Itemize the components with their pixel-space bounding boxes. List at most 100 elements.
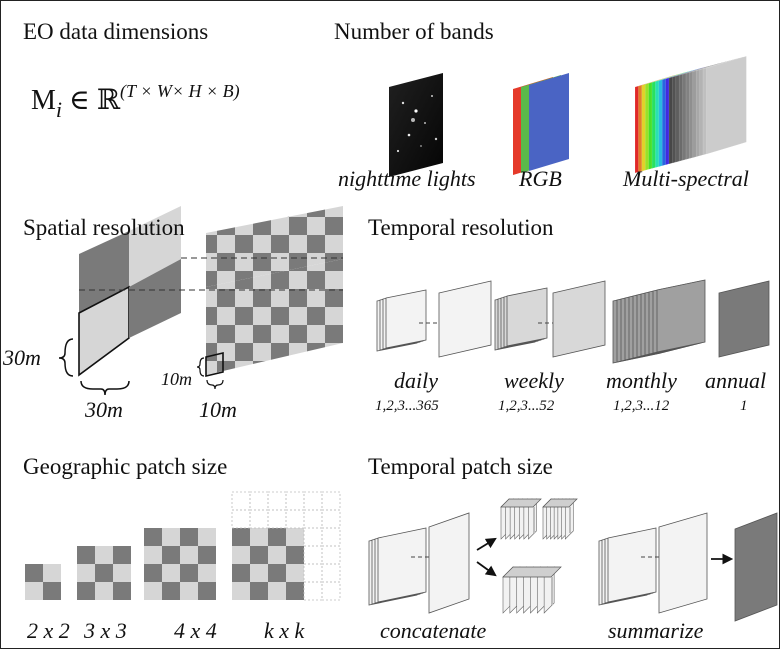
patch-cell	[113, 582, 131, 600]
patch-cell	[180, 564, 198, 582]
patch-cell	[162, 528, 180, 546]
patch-cell	[162, 564, 180, 582]
patch-cell	[144, 546, 162, 564]
patch-cell	[232, 582, 250, 600]
temporal-range-monthly: 1,2,3...12	[613, 398, 670, 414]
patch-cell	[268, 564, 286, 582]
temporal-range-annual: 1	[740, 398, 748, 414]
bands-title: Number of bands	[334, 19, 494, 44]
patch-cell-extent	[249, 509, 269, 529]
patch-cell	[198, 582, 216, 600]
patch-cell	[77, 564, 95, 582]
patch-cell-extent	[321, 545, 341, 565]
patch-cell-extent	[267, 491, 287, 511]
fine-side-label: 10m	[161, 369, 192, 389]
coarse-grid-clean	[77, 201, 187, 391]
patch-cell	[77, 546, 95, 564]
temporal-label-weekly: weekly	[504, 368, 564, 393]
patch-cell	[95, 582, 113, 600]
patch-cell	[250, 582, 268, 600]
patch-cell-extent	[303, 491, 323, 511]
patch-cell	[286, 528, 304, 546]
patch-cell	[198, 546, 216, 564]
patch-cell	[144, 564, 162, 582]
patch-cell	[162, 546, 180, 564]
patch-cell	[198, 528, 216, 546]
formula-reals: ℝ	[96, 85, 121, 116]
fine-side-brace	[196, 357, 205, 377]
spectral-band	[706, 55, 747, 155]
geo-patch-label-4: 4 x 4	[174, 618, 217, 643]
concat-arrow-up	[476, 537, 497, 551]
patch-cell	[250, 528, 268, 546]
patch-cell	[232, 546, 250, 564]
patch-cell	[198, 564, 216, 582]
temporal-patch-label-summarize: summarize	[608, 618, 704, 643]
patch-cell	[232, 528, 250, 546]
patch-cell-extent	[231, 509, 251, 529]
time-sheet	[607, 527, 657, 603]
patch-cell	[180, 528, 198, 546]
temporal-patch-graphics	[368, 498, 778, 622]
patch-cell-extent	[321, 491, 341, 511]
band-label-rgb: RGB	[519, 166, 562, 191]
geo-patch-label-2: 2 x 2	[27, 618, 70, 643]
patch-cell	[95, 564, 113, 582]
patch-cell	[232, 564, 250, 582]
time-sheet	[377, 527, 427, 603]
time-sheet	[718, 280, 770, 358]
band-label-multispectral: Multi-spectral	[623, 166, 749, 191]
rgb-bands	[513, 73, 569, 175]
patch-cell-extent	[321, 509, 341, 529]
patch-cell	[286, 546, 304, 564]
patch-cell	[268, 582, 286, 600]
patch-cell-extent	[303, 545, 323, 565]
coarse-bottom-brace	[80, 380, 130, 396]
geo-patch-title: Geographic patch size	[23, 454, 228, 479]
temporal-patch-label-concatenate: concatenate	[380, 618, 487, 643]
patch-cell	[113, 546, 131, 564]
cube-top	[542, 498, 578, 508]
time-sheet	[385, 289, 427, 349]
formula-m: M	[31, 85, 56, 116]
patch-cell	[144, 528, 162, 546]
patch-cell-extent	[303, 563, 323, 583]
time-sheet	[438, 280, 492, 358]
temporal-stacks	[376, 279, 770, 364]
multispectral-bands	[634, 55, 747, 174]
patch-cell	[144, 582, 162, 600]
spatial-title: Spatial resolution	[23, 215, 185, 240]
patch-cell	[95, 546, 113, 564]
patch-cell	[286, 582, 304, 600]
formula-subscript: i	[55, 97, 63, 122]
patch-cell-extent	[303, 581, 323, 601]
time-sheet	[428, 512, 470, 614]
coarse-bottom-label: 30m	[85, 397, 123, 422]
cube-side	[551, 577, 553, 605]
temporal-title: Temporal resolution	[368, 215, 554, 240]
patch-cell	[113, 564, 131, 582]
patch-cell	[268, 546, 286, 564]
patch-cell	[250, 546, 268, 564]
patch-cell-extent	[321, 581, 341, 601]
patch-cell	[77, 582, 95, 600]
fine-grid	[205, 206, 343, 378]
dimension-formula: Mi ∈ ℝ(T × W× H × B)	[31, 81, 240, 122]
patch-cell-extent	[321, 563, 341, 583]
cube-top	[502, 566, 562, 578]
patch-cell-extent	[321, 527, 341, 547]
temporal-label-daily: daily	[394, 368, 438, 393]
temporal-range-weekly: 1,2,3...52	[498, 398, 555, 414]
formula-exponent: (T × W× H × B)	[120, 81, 240, 101]
temporal-patch-title: Temporal patch size	[368, 454, 553, 479]
band-label-nighttime: nighttime lights	[338, 166, 476, 191]
patch-cell	[250, 564, 268, 582]
eo-dimensions-title: EO data dimensions	[23, 19, 209, 44]
patch-cell-extent	[231, 491, 251, 511]
patch-cell-extent	[285, 491, 305, 511]
concat-arrow-down	[476, 561, 497, 577]
patch-cell	[180, 582, 198, 600]
geo-patch-kxk	[231, 491, 341, 601]
